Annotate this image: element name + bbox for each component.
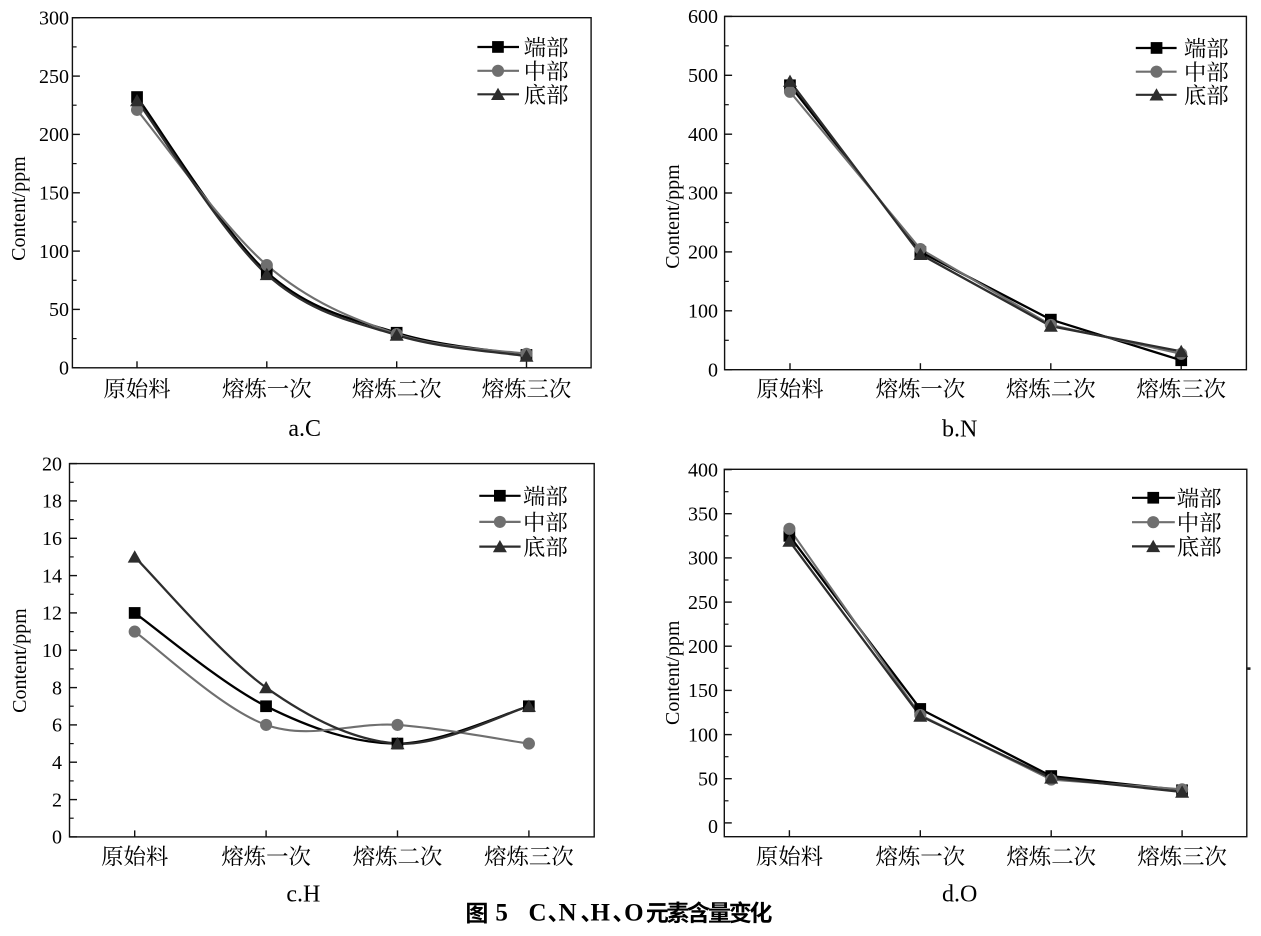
svg-text:16: 16 bbox=[42, 528, 62, 550]
svg-text:18: 18 bbox=[42, 491, 62, 513]
svg-text:Content/ppm: Content/ppm bbox=[662, 620, 684, 725]
svg-text:200: 200 bbox=[688, 636, 718, 658]
svg-text:100: 100 bbox=[39, 241, 69, 263]
svg-text:5: 5 bbox=[495, 900, 508, 927]
svg-text:0: 0 bbox=[52, 827, 62, 849]
svg-text:Content/ppm: Content/ppm bbox=[8, 156, 30, 261]
svg-text:O: O bbox=[624, 900, 643, 927]
svg-text:200: 200 bbox=[688, 242, 718, 264]
svg-text:200: 200 bbox=[39, 124, 69, 146]
svg-text:250: 250 bbox=[688, 592, 718, 614]
svg-text:500: 500 bbox=[688, 65, 718, 87]
svg-text:400: 400 bbox=[688, 124, 718, 146]
svg-text:4: 4 bbox=[52, 752, 62, 774]
svg-text:400: 400 bbox=[688, 459, 718, 481]
svg-text:b.N: b.N bbox=[942, 417, 977, 443]
svg-text:a.C: a.C bbox=[288, 416, 321, 442]
svg-text:300: 300 bbox=[688, 548, 718, 570]
svg-text:50: 50 bbox=[49, 299, 69, 321]
svg-text:6: 6 bbox=[52, 715, 62, 737]
svg-text:c.H: c.H bbox=[286, 882, 320, 908]
svg-text:150: 150 bbox=[688, 680, 718, 702]
svg-text:150: 150 bbox=[39, 182, 69, 204]
svg-text:2: 2 bbox=[52, 789, 62, 811]
svg-text:12: 12 bbox=[42, 603, 62, 625]
svg-text:0: 0 bbox=[708, 359, 718, 381]
svg-text:300: 300 bbox=[39, 7, 69, 29]
svg-text:100: 100 bbox=[688, 724, 718, 746]
svg-text:d.O: d.O bbox=[942, 882, 977, 908]
svg-text:10: 10 bbox=[42, 640, 62, 662]
svg-text:600: 600 bbox=[688, 6, 718, 28]
svg-text:8: 8 bbox=[52, 677, 62, 699]
svg-text:300: 300 bbox=[688, 183, 718, 205]
svg-text:14: 14 bbox=[42, 565, 62, 587]
svg-text:0: 0 bbox=[708, 816, 718, 838]
svg-text:100: 100 bbox=[688, 301, 718, 323]
svg-text:N: N bbox=[559, 900, 577, 927]
svg-text:H: H bbox=[591, 900, 611, 927]
svg-text:50: 50 bbox=[698, 768, 718, 790]
svg-text:250: 250 bbox=[39, 66, 69, 88]
svg-text:Content/ppm: Content/ppm bbox=[662, 164, 684, 269]
svg-text:20: 20 bbox=[42, 453, 62, 475]
svg-text:350: 350 bbox=[688, 503, 718, 525]
svg-text:0: 0 bbox=[59, 358, 69, 380]
svg-text:C: C bbox=[529, 900, 547, 927]
svg-text:Content/ppm: Content/ppm bbox=[9, 608, 31, 713]
